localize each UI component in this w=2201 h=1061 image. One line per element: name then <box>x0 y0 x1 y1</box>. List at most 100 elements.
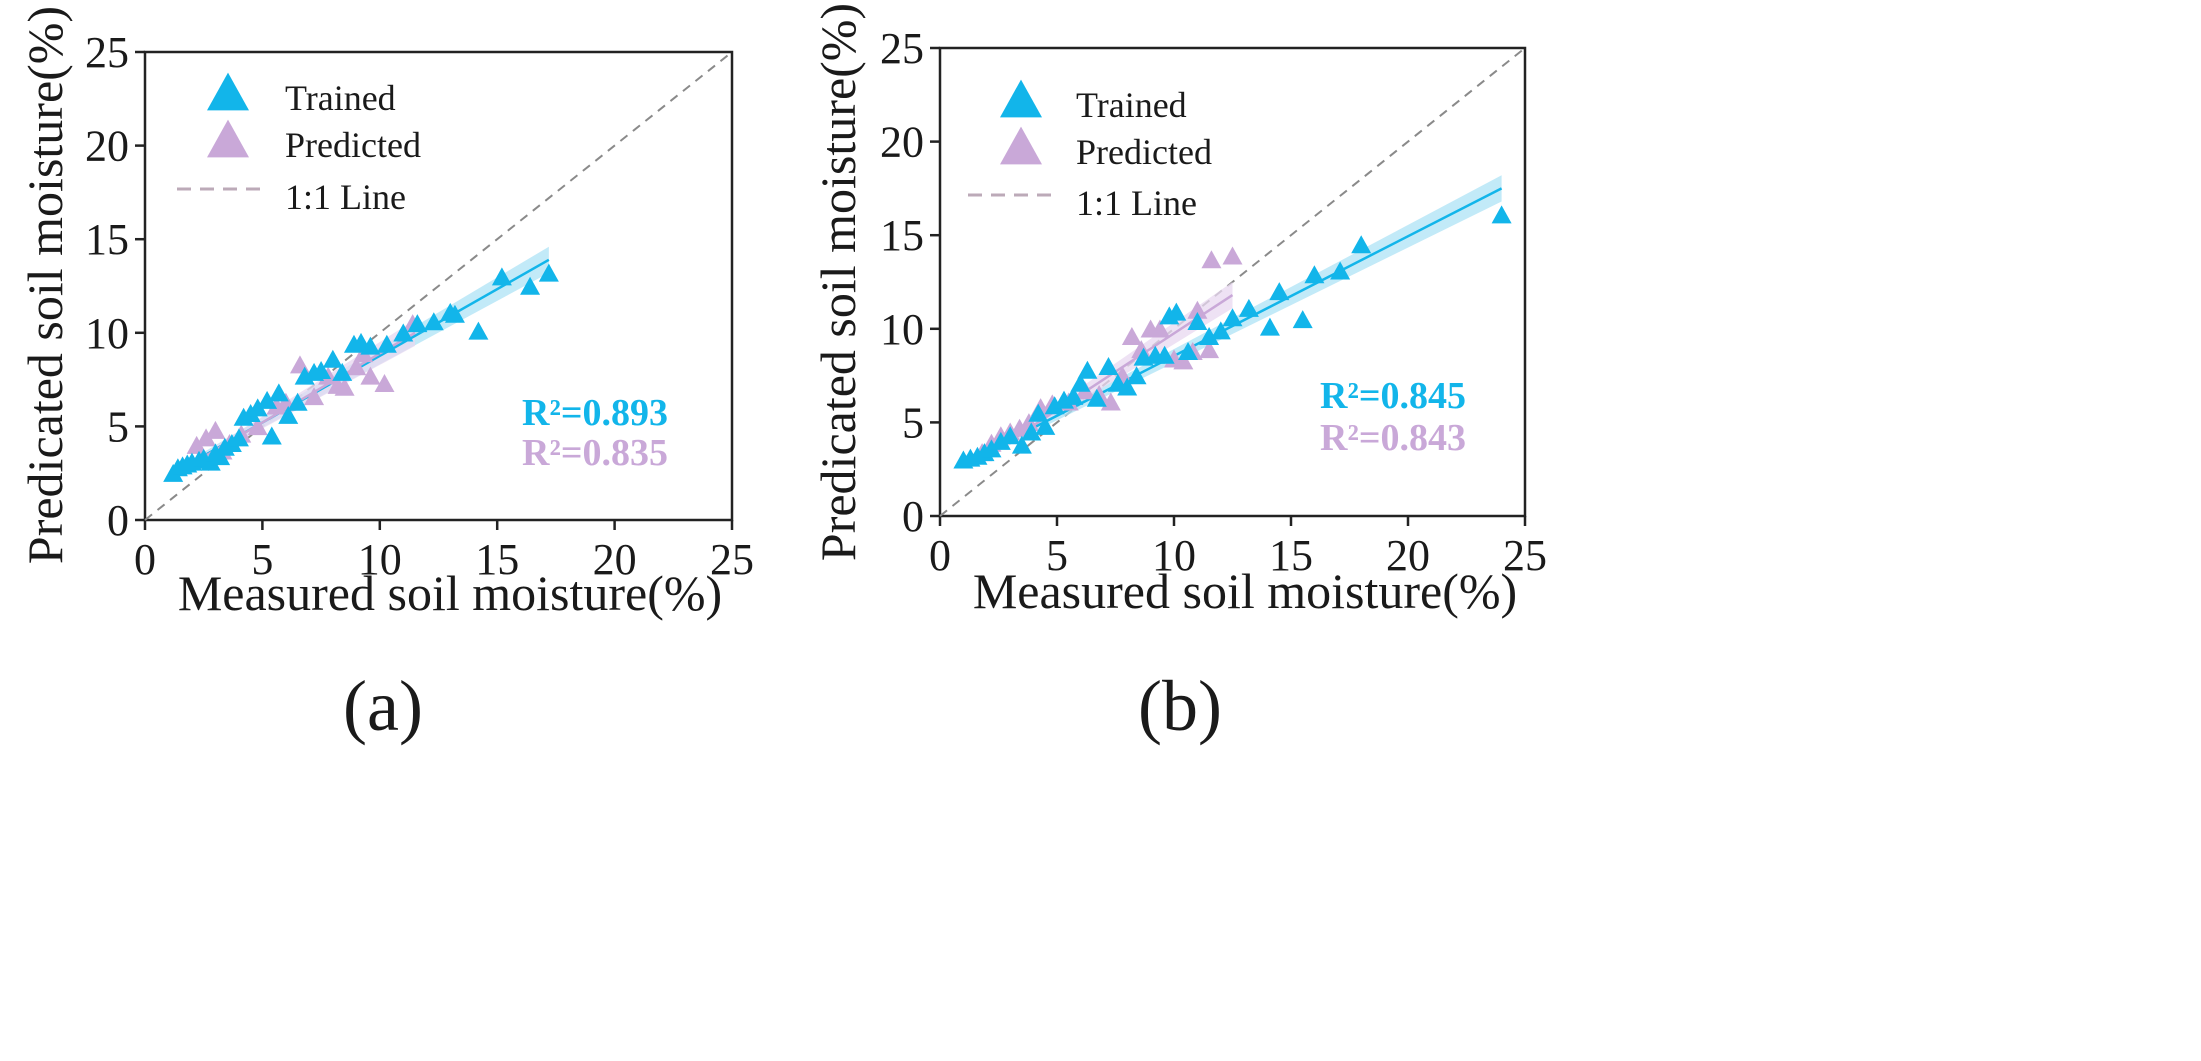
legend-predicted-marker <box>1000 126 1042 165</box>
r2-label-trained: R²=0.845 <box>1320 375 1466 417</box>
plot-area-a: 0 5 10 15 20 25 0 5 10 15 20 25 Trained Predicted 1:1 … <box>85 28 754 584</box>
x-tick-label: 20 <box>593 535 637 584</box>
chart-panel-b: 0 5 10 15 20 25 0 5 10 15 20 25 Trained Predicted 1:1 … <box>810 3 1547 746</box>
y-tick-label: 5 <box>107 402 129 451</box>
trained-point <box>1491 205 1512 224</box>
predicted-point <box>334 377 355 396</box>
predicted-point <box>1018 413 1039 432</box>
x-tick-label: 0 <box>929 531 951 580</box>
predicted-point <box>1201 250 1222 269</box>
y-tick-label: 0 <box>107 496 129 545</box>
y-tick-label: 25 <box>85 28 129 77</box>
predicted-point <box>1199 340 1220 359</box>
trained-point <box>1304 265 1325 284</box>
trained-point <box>332 362 353 381</box>
trained-point <box>376 334 397 353</box>
x-tick-label: 20 <box>1386 531 1430 580</box>
predicted-point <box>1187 300 1208 319</box>
legend-label: 1:1 Line <box>1076 183 1197 223</box>
predicted-point <box>247 417 268 436</box>
x-axis-title-b: Measured soil moisture(%) <box>973 563 1517 619</box>
legend-predicted-marker <box>207 119 249 158</box>
trained-point <box>257 390 278 409</box>
trained-point <box>981 439 1002 458</box>
y-tick-label: 25 <box>880 24 924 73</box>
r2-label-trained: R²=0.893 <box>522 392 668 434</box>
trained-point <box>1210 321 1231 340</box>
predicted-point <box>186 435 207 454</box>
trained-point <box>491 267 512 286</box>
one-to-one-line <box>144 51 733 521</box>
x-tick-label: 10 <box>1152 531 1196 580</box>
trained-point <box>1000 426 1021 445</box>
trained-point <box>287 392 308 411</box>
x-axis-title-a: Measured soil moisture(%) <box>178 565 722 621</box>
trained-point <box>210 447 231 466</box>
trained-point <box>268 383 289 402</box>
y-tick-label: 5 <box>902 398 924 447</box>
trained-point <box>468 321 489 340</box>
trained-point <box>1292 310 1313 329</box>
trained-point <box>1021 422 1042 441</box>
trained-point <box>1011 435 1032 454</box>
trained-point <box>520 276 541 295</box>
legend-label: Predicted <box>285 125 421 165</box>
trained-point <box>1199 327 1220 345</box>
legend-label: Trained <box>285 78 396 118</box>
trained-point <box>1259 317 1280 336</box>
trained-point <box>200 452 221 471</box>
y-tick-label: 10 <box>85 309 129 358</box>
x-tick-label: 25 <box>1503 531 1547 580</box>
trained-point <box>1187 312 1208 331</box>
legend-label: Trained <box>1076 85 1187 125</box>
trained-point <box>1238 298 1259 317</box>
r2-label-predicted: R²=0.843 <box>1320 417 1466 459</box>
predicted-point <box>1222 246 1243 265</box>
trained-point <box>322 349 343 368</box>
x-tick-label: 0 <box>134 535 156 584</box>
trained-point <box>1035 416 1056 435</box>
trained-point <box>1351 235 1372 254</box>
trained-point <box>393 323 414 342</box>
y-axis-title-b: Predicated soil moisture(%) <box>810 3 866 561</box>
trained-point <box>1269 282 1290 301</box>
predicted-point <box>1121 327 1142 345</box>
trained-point <box>1044 396 1065 415</box>
predicted-point <box>360 366 381 385</box>
trained-point <box>444 304 465 323</box>
y-tick-label: 10 <box>880 305 924 354</box>
trained-point <box>1070 373 1091 392</box>
trained-point <box>1154 345 1175 364</box>
predicted-point <box>289 355 310 374</box>
predicted-point <box>1173 351 1194 370</box>
trained-point <box>1117 377 1138 396</box>
trained-point <box>1086 388 1107 407</box>
y-tick-label: 20 <box>85 122 129 171</box>
trained-point <box>1330 261 1351 280</box>
trained-point <box>1077 360 1098 379</box>
x-tick-label: 10 <box>358 535 402 584</box>
trained-point <box>311 360 332 379</box>
legend-label: Predicted <box>1076 132 1212 172</box>
trained-point <box>1063 386 1084 405</box>
trained-point <box>1126 366 1147 385</box>
panel-label-a: (a) <box>343 666 423 746</box>
x-tick-label: 15 <box>1269 531 1313 580</box>
predicted-point <box>374 374 395 393</box>
y-tick-label: 15 <box>85 215 129 264</box>
trained-point <box>261 426 282 445</box>
legend-label: 1:1 Line <box>285 177 406 217</box>
predicted-point <box>304 387 325 406</box>
y-tick-label: 15 <box>880 211 924 260</box>
trained-point <box>228 428 249 447</box>
legend-trained-marker <box>1000 79 1042 118</box>
predicted-point <box>346 357 367 376</box>
trained-point <box>538 263 559 282</box>
trained-point <box>423 312 444 331</box>
trained-point <box>247 398 268 417</box>
predicted-point <box>205 420 226 439</box>
trained-point <box>990 431 1011 450</box>
trained-point <box>407 314 428 333</box>
x-tick-label: 5 <box>251 535 273 584</box>
